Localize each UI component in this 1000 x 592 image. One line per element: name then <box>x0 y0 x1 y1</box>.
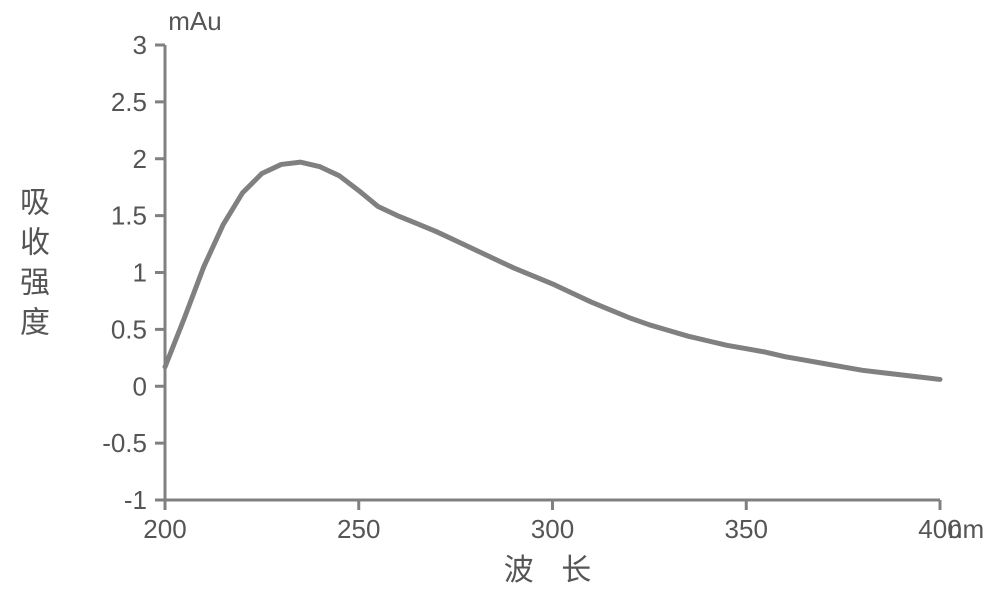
y-tick-label: 0.5 <box>111 314 147 344</box>
y-tick-group: -1 -0.5 0 0.5 1 1.5 2 2.5 3 <box>102 30 165 515</box>
y-tick-label: -0.5 <box>102 428 147 458</box>
x-tick-group: 200250300350400 <box>143 500 961 544</box>
y-axis-title-char: 吸 <box>20 187 50 220</box>
y-unit-label: mAu <box>168 6 221 36</box>
x-tick-label: 350 <box>725 514 768 544</box>
y-tick-label: 2.5 <box>111 87 147 117</box>
x-tick-label: 200 <box>143 514 186 544</box>
y-axis-title-char: 度 <box>20 307 50 340</box>
y-tick-label: 1 <box>133 258 147 288</box>
x-axis-title: 波 长 <box>504 554 602 587</box>
y-tick-label: 0 <box>133 371 147 401</box>
y-axis-title-char: 强 <box>20 267 50 300</box>
x-tick-label: 300 <box>531 514 574 544</box>
y-axis-title-char: 收 <box>20 227 50 260</box>
absorption-curve <box>165 162 940 379</box>
y-tick-label: 2 <box>133 144 147 174</box>
axes <box>165 45 940 500</box>
y-tick-label: 3 <box>133 30 147 60</box>
y-tick-label: 1.5 <box>111 201 147 231</box>
y-tick-label: -1 <box>124 485 147 515</box>
y-axis-title: 吸收强度 <box>20 187 50 340</box>
chart-svg: -1-0.500.511.522.53 200250300350400 mAu … <box>0 0 1000 592</box>
uv-absorption-chart: -1-0.500.511.522.53 200250300350400 mAu … <box>0 0 1000 592</box>
x-tick-label: 250 <box>337 514 380 544</box>
x-unit-label: nm <box>948 514 984 544</box>
